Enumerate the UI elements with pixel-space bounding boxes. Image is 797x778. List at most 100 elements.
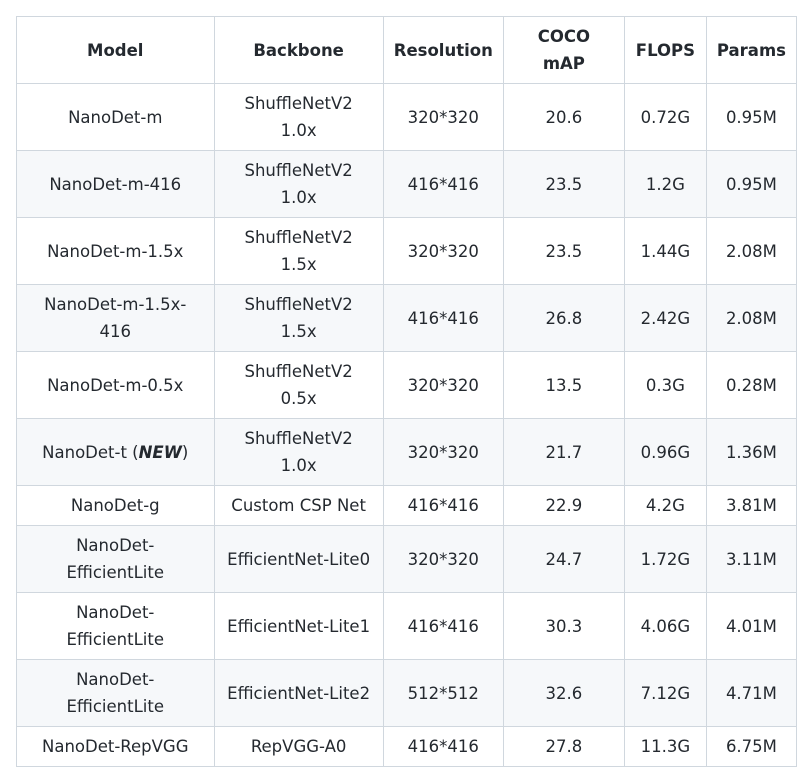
cell-params: 2.08M [705,284,797,352]
table-row: NanoDet-g Custom CSP Net 416*416 22.9 4.2G 3.… [16,485,797,526]
cell-coco-map: 32.6 [502,659,625,727]
model-name-text: NanoDet-m-416 [49,174,182,194]
cell-coco-map: 13.5 [502,351,625,419]
table-row: NanoDet-t (NEW) ShuffleNetV2 1.0x 320*320 21… [16,418,797,486]
cell-backbone: ShuffleNetV2 0.5x [213,351,384,419]
model-name-text: NanoDet-g [70,496,160,515]
cell-resolution: 416*416 [382,726,504,767]
table-row: NanoDet- EfficientLite EfficientNet-Lite2 5… [16,659,797,727]
backbone-text: ShuffleNetV2 [244,295,353,314]
backbone-text: 0.5x [280,389,317,408]
backbone-text: EfficientNet-Lite2 [227,683,371,703]
backbone-text: 1.0x [280,121,317,140]
cell-backbone: RepVGG-A0 [213,726,384,767]
table-row: NanoDet-m-416 ShuffleNetV2 1.0x 416*416 23.5… [16,150,797,218]
header-coco-map: COCO mAP [502,16,625,84]
header-text: COCO [537,27,591,46]
table-row: NanoDet- EfficientLite EfficientNet-Lite0 3… [16,525,797,593]
cell-model: NanoDet-m-0.5x [16,351,215,419]
header-text: Params [716,40,786,60]
cell-params: 3.81M [705,485,797,526]
cell-coco-map: 20.6 [502,83,625,151]
cell-flops: 7.12G [623,659,707,727]
cell-flops: 4.2G [623,485,707,526]
cell-coco-map: 23.5 [502,217,625,285]
model-name-text: NanoDet-t ( [42,442,139,462]
cell-params: 3.11M [705,525,797,593]
model-comparison-table-container: Model Backbone Resolution COCO mAP FLOPS Param… [16,16,797,767]
table-body: NanoDet-m ShuffleNetV2 1.0x 320*320 20.6 0.72… [16,83,797,767]
model-name-text: EfficientLite [66,563,164,582]
backbone-text: ShuffleNetV2 [244,362,353,381]
cell-resolution: 320*320 [382,351,504,419]
header-text: Model [87,40,144,60]
table-row: NanoDet-m-1.5x- 416 ShuffleNetV2 1.5x 416*41… [16,284,797,352]
model-name-text: NanoDet-RepVGG [42,737,189,756]
backbone-text: EfficientNet-Lite0 [227,549,371,569]
cell-params: 6.75M [705,726,797,767]
header-resolution: Resolution [382,16,504,84]
cell-coco-map: 23.5 [502,150,625,218]
header-text: mAP [542,54,585,73]
cell-resolution: 416*416 [382,592,504,660]
cell-resolution: 320*320 [382,525,504,593]
model-comparison-table: Model Backbone Resolution COCO mAP FLOPS Param… [16,16,797,767]
cell-coco-map: 26.8 [502,284,625,352]
table-row: NanoDet-m-1.5x ShuffleNetV2 1.5x 320*320 23.… [16,217,797,285]
model-name-text: EfficientLite [66,697,164,716]
header-backbone: Backbone [213,16,384,84]
backbone-text: ShuffleNetV2 [244,94,353,113]
cell-model: NanoDet-m-416 [16,150,215,218]
model-name-text: EfficientLite [66,630,164,649]
cell-backbone: EfficientNet-Lite2 [213,659,384,727]
cell-flops: 0.96G [623,418,707,486]
header-text: Resolution [393,40,493,60]
model-name-line: NanoDet-t (NEW) [27,439,204,466]
cell-model: NanoDet-g [16,485,215,526]
cell-coco-map: 30.3 [502,592,625,660]
model-name-text: NanoDet-m [68,107,163,127]
cell-params: 0.95M [705,83,797,151]
table-row: NanoDet-RepVGG RepVGG-A0 416*416 27.8 11.3G 6… [16,726,797,767]
cell-params: 4.71M [705,659,797,727]
model-name-text: NanoDet- [76,603,155,622]
cell-flops: 11.3G [623,726,707,767]
cell-resolution: 512*512 [382,659,504,727]
backbone-text: Custom CSP Net [231,496,366,515]
cell-model: NanoDet- EfficientLite [16,659,215,727]
backbone-text: ShuffleNetV2 [244,161,353,180]
model-name-text: NanoDet-m-1.5x- [44,295,187,314]
model-name-text: NanoDet-m-1.5x [47,241,184,261]
cell-model: NanoDet-m-1.5x [16,217,215,285]
new-tag: NEW [138,442,182,462]
cell-backbone: ShuffleNetV2 1.0x [213,418,384,486]
cell-backbone: Custom CSP Net [213,485,384,526]
cell-backbone: ShuffleNetV2 1.5x [213,217,384,285]
cell-resolution: 416*416 [382,485,504,526]
cell-backbone: ShuffleNetV2 1.0x [213,150,384,218]
table-row: NanoDet-m ShuffleNetV2 1.0x 320*320 20.6 0.72… [16,83,797,151]
table-header-row: Model Backbone Resolution COCO mAP FLOPS Param… [16,16,797,84]
cell-resolution: 320*320 [382,217,504,285]
header-text: FLOPS [635,40,695,60]
cell-backbone: ShuffleNetV2 1.0x [213,83,384,151]
cell-model: NanoDet-m [16,83,215,151]
backbone-text: 1.0x [280,188,317,207]
cell-params: 0.95M [705,150,797,218]
model-name-text: 416 [99,322,132,341]
cell-flops: 1.2G [623,150,707,218]
cell-params: 2.08M [705,217,797,285]
table-row: NanoDet-m-0.5x ShuffleNetV2 0.5x 320*320 13.… [16,351,797,419]
cell-backbone: EfficientNet-Lite0 [213,525,384,593]
cell-resolution: 320*320 [382,418,504,486]
cell-flops: 1.44G [623,217,707,285]
backbone-text: ShuffleNetV2 [244,228,353,247]
cell-resolution: 416*416 [382,284,504,352]
model-name-text: NanoDet-m-0.5x [47,375,184,395]
cell-params: 0.28M [705,351,797,419]
cell-params: 1.36M [705,418,797,486]
cell-model: NanoDet-m-1.5x- 416 [16,284,215,352]
cell-coco-map: 27.8 [502,726,625,767]
backbone-text: 1.0x [280,456,317,475]
cell-model: NanoDet-RepVGG [16,726,215,767]
